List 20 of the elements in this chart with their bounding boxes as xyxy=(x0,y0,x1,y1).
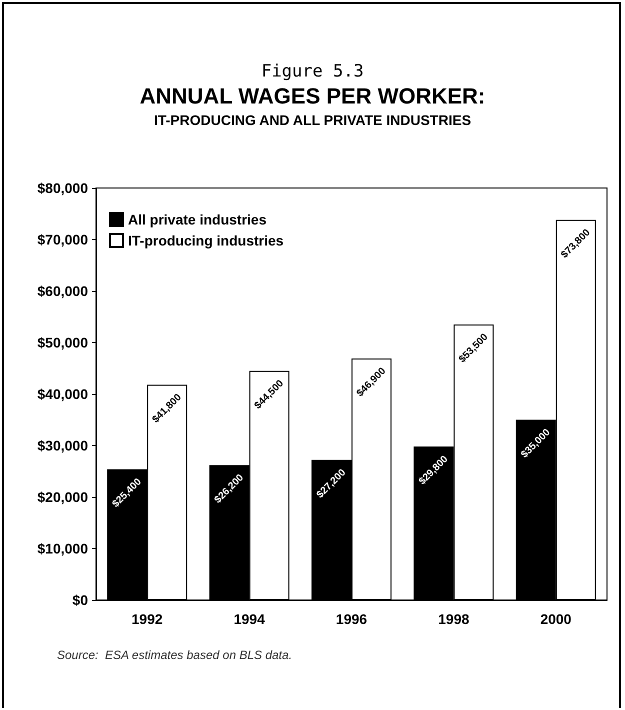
y-tick-label: $10,000 xyxy=(37,540,88,556)
x-tick-label: 2000 xyxy=(540,611,572,627)
y-tick-label: $40,000 xyxy=(37,386,88,402)
legend-label: All private industries xyxy=(128,212,267,228)
y-tick-label: $30,000 xyxy=(37,438,88,454)
source-note: Source: ESA estimates based on BLS data. xyxy=(57,648,292,662)
y-tick-label: $60,000 xyxy=(37,283,88,299)
y-tick-label: $20,000 xyxy=(37,489,88,505)
caption: Figure 5.3 xyxy=(261,62,364,82)
x-tick-label: 1992 xyxy=(132,611,163,627)
y-tick-label: $0 xyxy=(72,592,88,608)
y-tick-label: $50,000 xyxy=(37,334,88,350)
y-tick-label: $80,000 xyxy=(37,180,88,196)
chart-subtitle: IT-PRODUCING AND ALL PRIVATE INDUSTRIES xyxy=(154,112,472,128)
x-tick-label: 1996 xyxy=(336,611,368,627)
x-tick-label: 1998 xyxy=(438,611,470,627)
x-tick-label: 1994 xyxy=(234,611,266,627)
chart-title: ANNUAL WAGES PER WORKER: xyxy=(140,84,486,108)
legend-label: IT-producing industries xyxy=(128,232,284,248)
y-tick-label: $70,000 xyxy=(37,232,88,248)
